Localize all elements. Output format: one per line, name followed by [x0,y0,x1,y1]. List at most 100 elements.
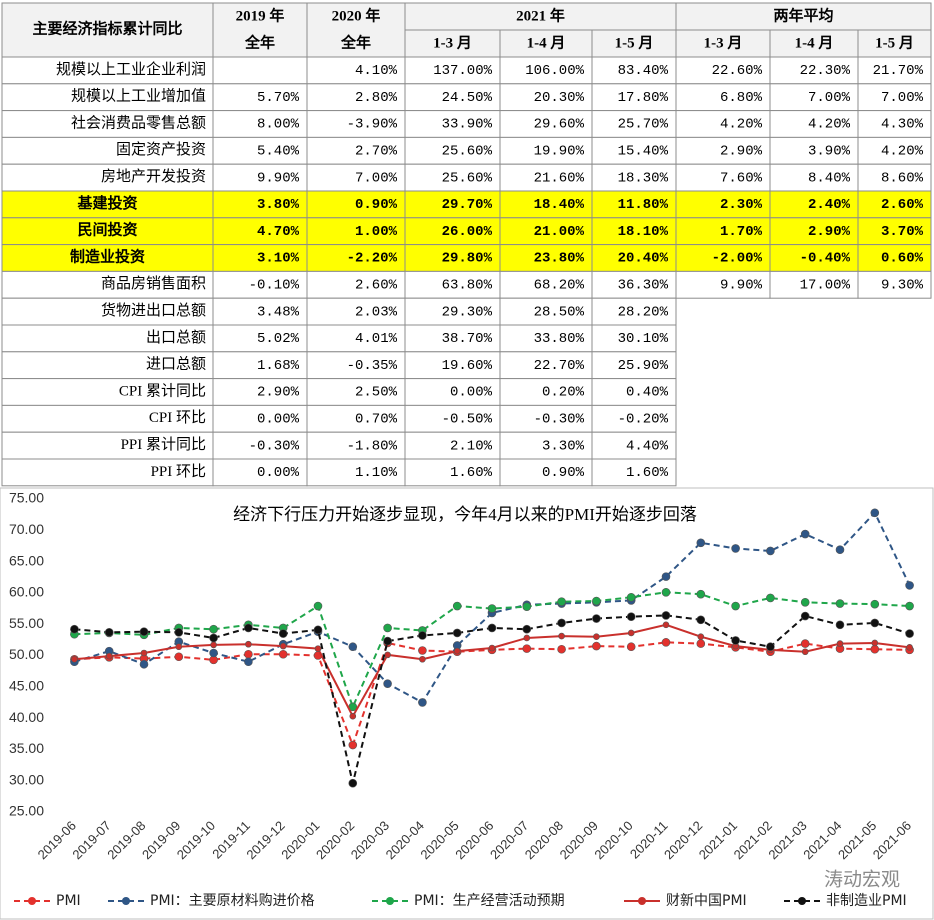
table-cell [404,217,501,246]
table-cell [212,163,308,192]
data-point [661,638,671,647]
y-tick-label: 35.00 [9,740,44,756]
table-cell [306,431,406,460]
data-point [348,778,358,788]
data-point [348,642,358,652]
row-label: 基建投资 [76,194,137,212]
table-cell [857,110,932,138]
data-point [209,648,218,658]
table-corner: 主要经济指标累计同比 [32,19,182,37]
data-point [766,546,775,556]
table-value: 0.70% [355,412,398,428]
table-cell [591,270,677,299]
table-cell [857,136,932,165]
table-value: 0.00% [450,385,493,401]
table-value: -0.30% [534,412,585,428]
data-point [522,602,532,611]
table-value: 63.80% [442,278,493,294]
table-value: 3.10% [257,251,300,267]
table-cell [1,110,214,138]
data-point [766,593,775,603]
y-tick-label: 25.00 [9,803,44,819]
table-value: 7.00% [808,90,851,106]
table-cell [857,83,932,112]
sub-header: 1-3 月 [433,34,472,51]
group-header: 2021 年 [516,6,565,24]
table-cell [499,404,593,433]
data-point [209,624,218,634]
table-cell [591,378,677,406]
table-cell [404,378,501,406]
table-value: 3.90% [808,144,851,160]
row-label: 房地产开发投资 [101,168,206,185]
table-cell [1,297,214,326]
table-value: 23.80% [534,251,585,267]
row-label: 规模以上工业增加值 [71,88,206,105]
sub-header: 1-5 月 [615,34,654,51]
table-cell [1,217,214,246]
table-value: 1.60% [626,465,669,481]
data-point [800,611,810,621]
table-value: 0.20% [542,385,585,401]
legend-marker [638,897,646,905]
sub-header: 1-4 月 [527,34,566,51]
table-value: 2.30% [720,197,763,213]
table-cell [404,190,501,219]
table-value: 7.00% [881,90,924,106]
data-point [313,625,323,635]
data-point [661,587,671,597]
data-point [278,649,288,659]
table-cell [769,136,859,165]
data-point [906,644,913,651]
table-cell [499,163,593,192]
table-value: 21.00% [534,224,585,240]
data-point [210,641,217,649]
table-cell [857,244,932,272]
table-value: 2.10% [450,438,493,454]
table-cell [591,297,677,326]
data-point [661,572,671,581]
data-point [835,545,845,555]
data-point [731,601,740,611]
row-label: 社会消费品零售总额 [71,114,206,131]
legend-marker [122,897,130,905]
table-value: 2.03% [355,304,398,320]
row-label: 出口总额 [146,329,206,346]
data-point [419,655,426,663]
table-value: 0.00% [257,465,300,481]
row-label: 固定资产投资 [116,141,206,158]
table-value: 6.80% [720,90,763,106]
table-value: 26.00% [442,224,493,240]
table-value: -3.90% [347,117,398,133]
table-value: 3.80% [257,197,300,213]
table-cell [499,244,593,272]
table-cell [404,351,501,380]
data-point [905,601,914,611]
data-point [70,624,79,634]
table-value: 5.40% [257,144,300,160]
row-label: 制造业投资 [70,247,145,265]
y-tick-label: 45.00 [9,678,44,694]
data-point [488,644,496,652]
table-cell [306,324,406,353]
table-cell [769,83,859,112]
data-point [905,581,914,590]
table-cell [212,297,308,326]
table-cell [404,404,501,433]
table-cell [591,458,677,487]
table-cell [857,56,932,85]
table-value: 0.40% [626,385,669,401]
data-point [800,639,810,648]
chart-frame [0,487,934,920]
data-point [835,620,845,630]
data-point [104,628,114,637]
data-point [870,618,880,628]
table-value: -1.80% [347,438,398,454]
data-point [452,628,462,638]
table-value: 29.60% [534,117,585,133]
table-value: 30.10% [618,331,669,347]
table-value: 28.20% [618,304,669,320]
table-cell [1,244,214,272]
table-cell [306,244,406,272]
